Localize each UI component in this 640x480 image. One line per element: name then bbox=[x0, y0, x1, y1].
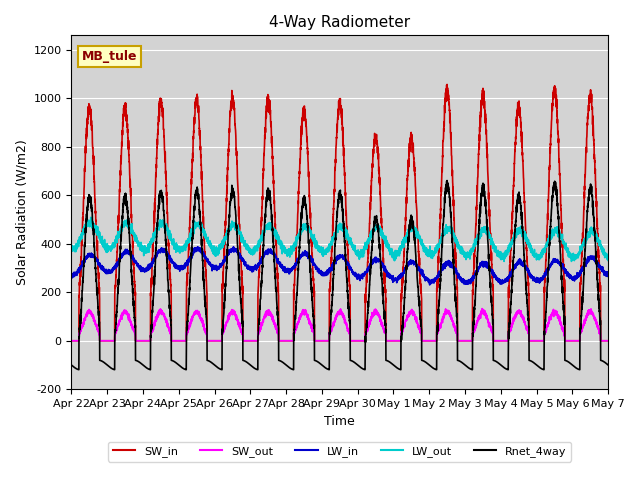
LW_in bbox=[320, 271, 328, 276]
Line: SW_in: SW_in bbox=[72, 84, 608, 341]
LW_out bbox=[164, 227, 172, 232]
SW_in bbox=[604, 338, 612, 344]
LW_out bbox=[604, 258, 612, 264]
SW_in bbox=[460, 338, 468, 344]
SW_out bbox=[320, 338, 328, 344]
SW_out bbox=[430, 338, 438, 344]
LW_out bbox=[568, 259, 575, 264]
LW_in bbox=[431, 279, 438, 285]
LW_in bbox=[164, 253, 172, 259]
SW_in bbox=[604, 338, 611, 344]
Rnet_4way bbox=[604, 362, 611, 368]
LW_in bbox=[491, 272, 499, 278]
SW_in bbox=[444, 82, 451, 87]
SW_in bbox=[68, 338, 76, 344]
SW_out bbox=[604, 338, 611, 344]
LW_out bbox=[320, 249, 328, 254]
LW_out bbox=[460, 252, 468, 258]
SW_out bbox=[68, 338, 76, 344]
SW_in bbox=[491, 338, 499, 344]
LW_in bbox=[68, 272, 76, 277]
Rnet_4way bbox=[320, 364, 328, 370]
LW_out bbox=[604, 253, 611, 259]
LW_in bbox=[426, 282, 433, 288]
LW_out bbox=[87, 215, 95, 220]
SW_out bbox=[164, 323, 172, 329]
LW_in bbox=[604, 273, 611, 279]
Legend: SW_in, SW_out, LW_in, LW_out, Rnet_4way: SW_in, SW_out, LW_in, LW_out, Rnet_4way bbox=[108, 442, 572, 462]
Title: 4-Way Radiometer: 4-Way Radiometer bbox=[269, 15, 410, 30]
LW_in bbox=[460, 277, 468, 283]
Y-axis label: Solar Radiation (W/m2): Solar Radiation (W/m2) bbox=[15, 139, 28, 285]
Rnet_4way bbox=[164, 277, 172, 283]
Line: LW_in: LW_in bbox=[72, 247, 608, 285]
LW_out bbox=[431, 251, 438, 257]
Rnet_4way bbox=[491, 358, 499, 363]
LW_in bbox=[604, 271, 612, 277]
SW_in bbox=[320, 338, 328, 344]
Rnet_4way bbox=[444, 178, 451, 183]
Rnet_4way bbox=[431, 366, 438, 372]
Line: Rnet_4way: Rnet_4way bbox=[72, 180, 608, 370]
X-axis label: Time: Time bbox=[324, 415, 355, 428]
Rnet_4way bbox=[604, 362, 612, 368]
SW_out bbox=[478, 306, 486, 312]
Rnet_4way bbox=[68, 362, 76, 368]
Line: LW_out: LW_out bbox=[72, 217, 608, 262]
SW_out bbox=[460, 338, 468, 344]
Text: MB_tule: MB_tule bbox=[82, 50, 138, 63]
LW_in bbox=[230, 244, 237, 250]
LW_out bbox=[491, 245, 499, 251]
Rnet_4way bbox=[460, 361, 468, 367]
SW_out bbox=[491, 338, 499, 344]
SW_in bbox=[430, 338, 438, 344]
SW_in bbox=[164, 227, 172, 232]
Line: SW_out: SW_out bbox=[72, 309, 608, 341]
SW_out bbox=[604, 338, 612, 344]
Rnet_4way bbox=[290, 367, 298, 372]
LW_out bbox=[68, 243, 76, 249]
